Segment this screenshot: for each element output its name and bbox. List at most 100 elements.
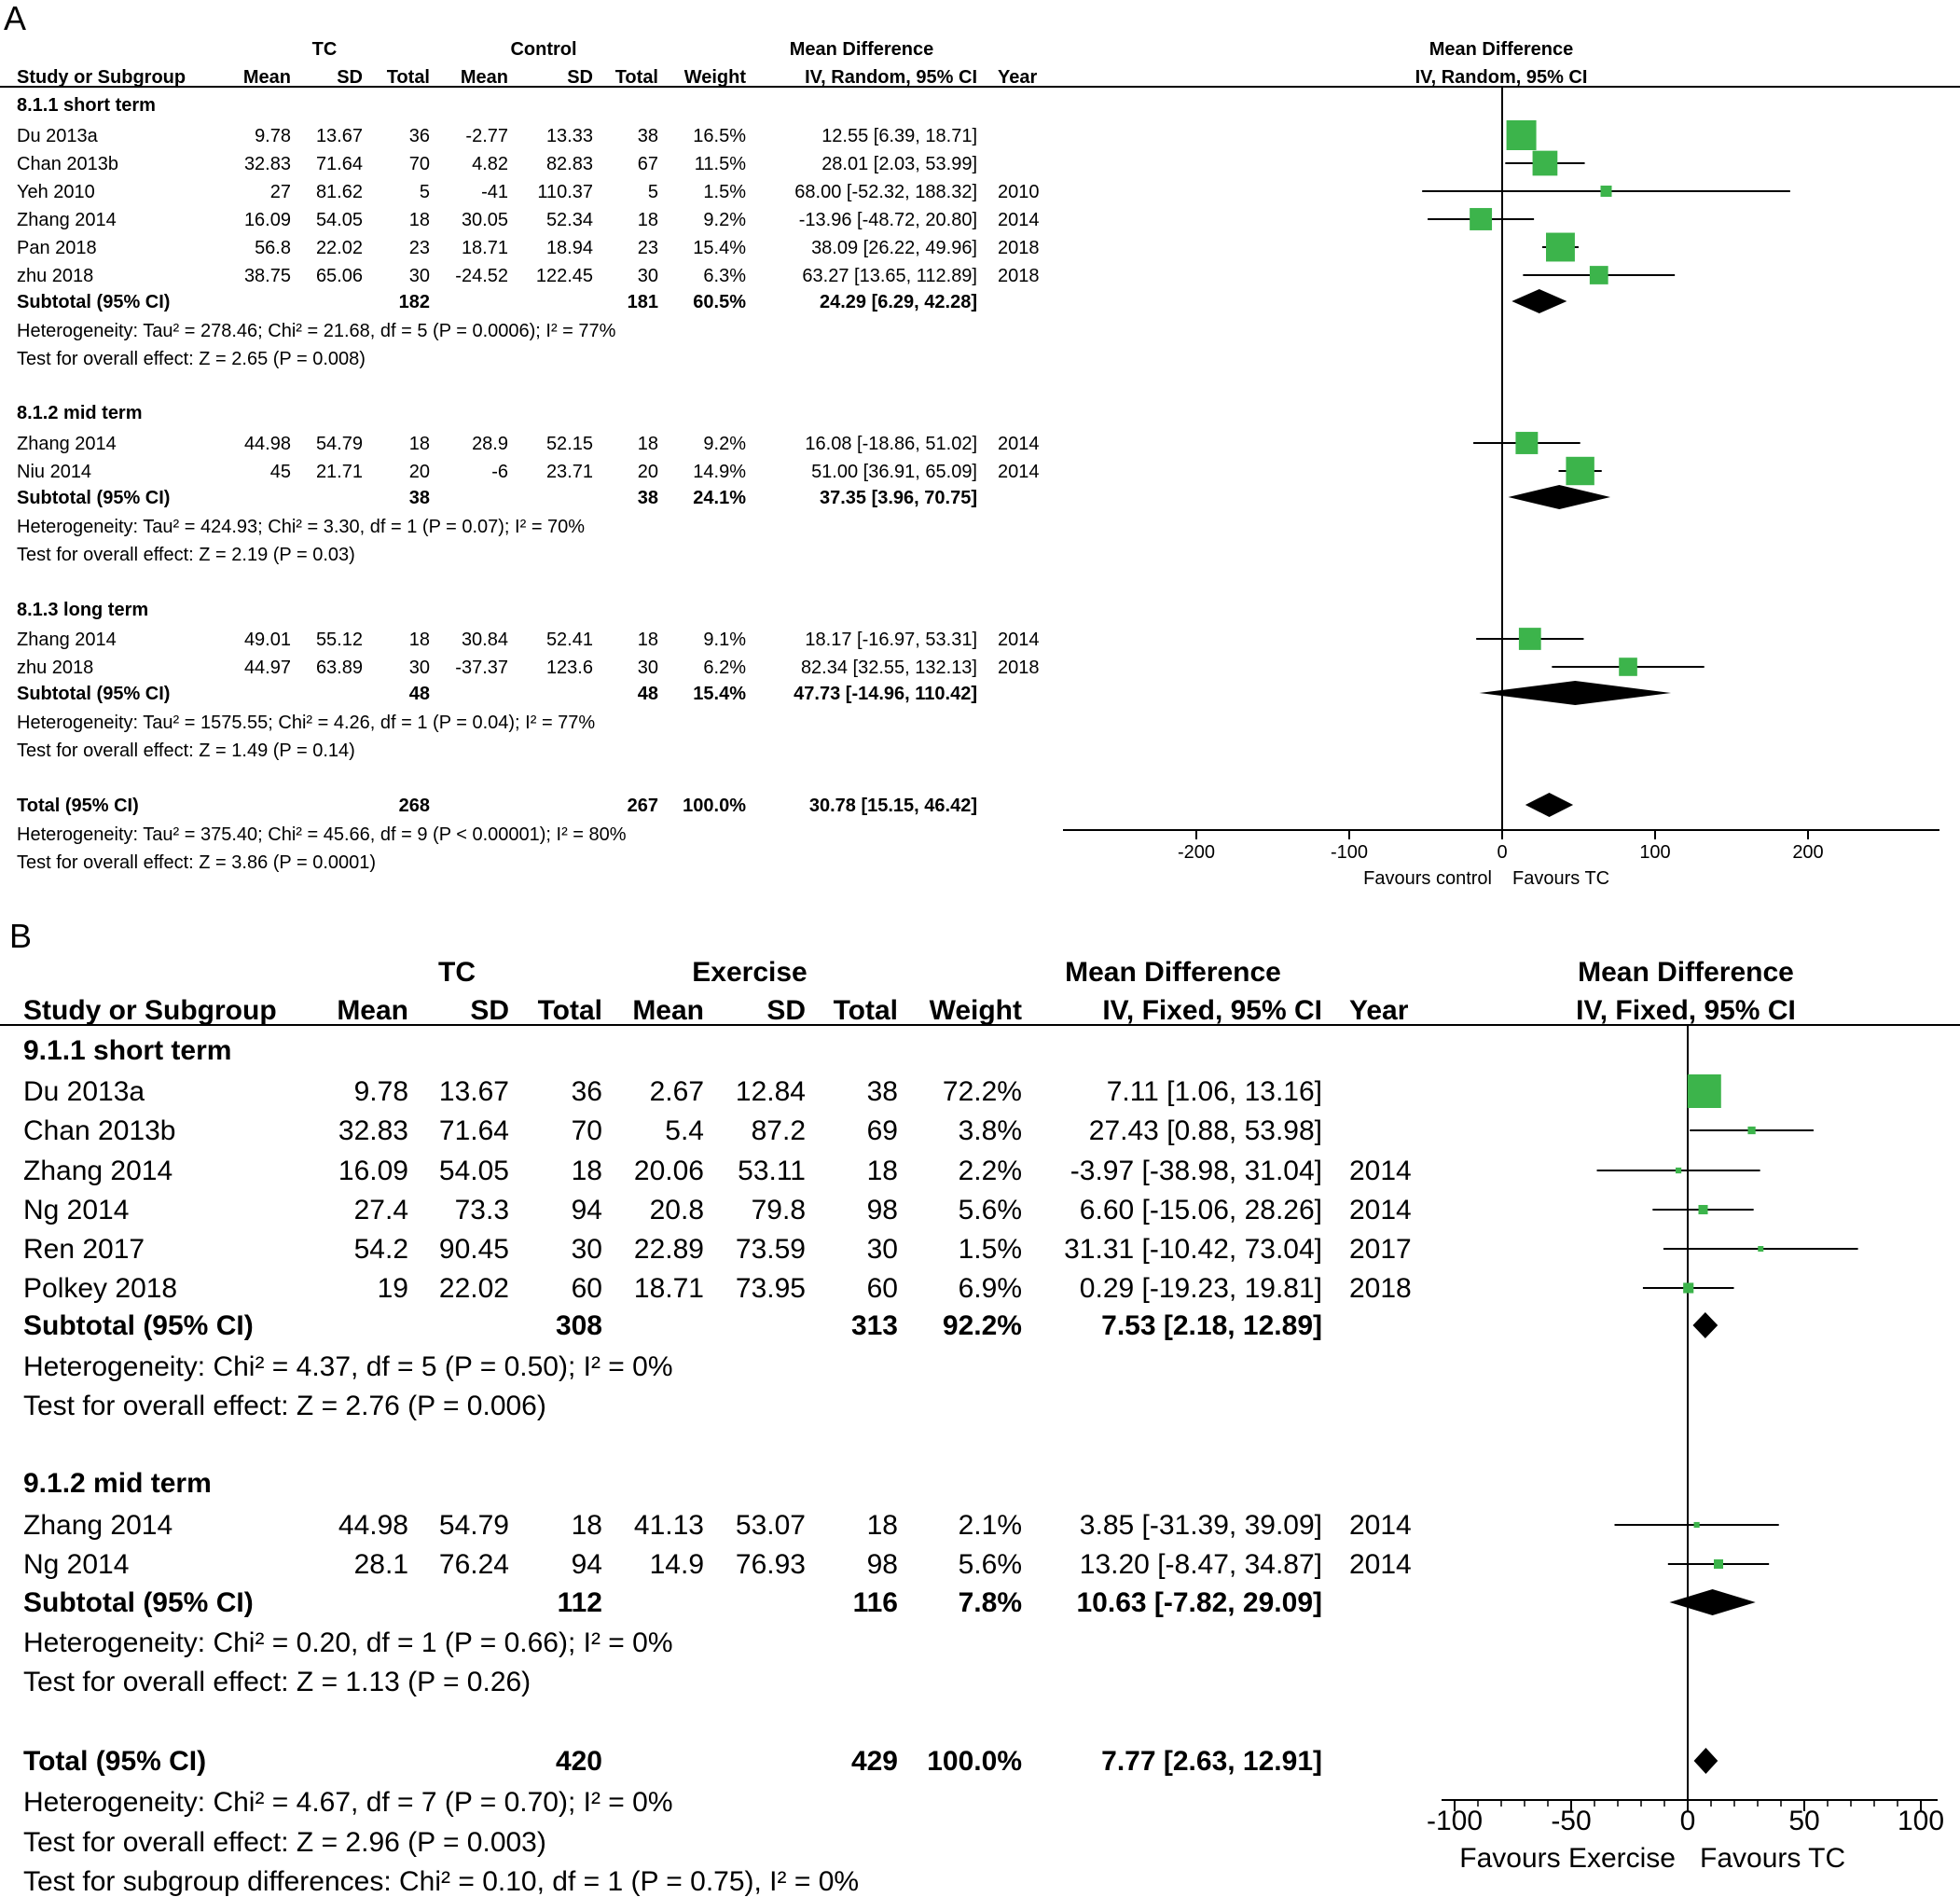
table-cell: 63.27 [13.65, 112.89] bbox=[802, 266, 977, 286]
panel-b: B TC Exercise Mean Difference Mean Differenc… bbox=[0, 917, 1960, 1897]
table-cell: 5.6% bbox=[959, 1549, 1022, 1580]
x-tick-label: 50 bbox=[1788, 1806, 1819, 1836]
study-row: Zhang 2014 16.09 54.05 18 30.05 52.34 18 9.2% -1… bbox=[17, 208, 1535, 230]
table-cell: 16.09 bbox=[244, 210, 291, 230]
table-cell: 24.1% bbox=[693, 488, 746, 508]
study-row: Du 2013a 9.78 13.67 36 -2.77 13.33 38 16.5% 12.5… bbox=[17, 120, 1537, 150]
table-cell: 5.6% bbox=[959, 1195, 1022, 1225]
table-cell: 116 bbox=[853, 1587, 898, 1618]
total-row: Total (95% CI) 268 267 100.0% 30.78 [15.15, … bbox=[17, 793, 1574, 817]
row-label: Chan 2013b bbox=[23, 1115, 175, 1146]
subgroup-heading: 9.1.1 short term bbox=[23, 1035, 231, 1066]
heading-row: 8.1.2 mid term bbox=[17, 403, 143, 423]
table-cell: 30 bbox=[638, 266, 658, 286]
table-cell: 313 bbox=[851, 1310, 898, 1341]
table-cell: 82.83 bbox=[546, 154, 593, 174]
table-cell: 2014 bbox=[1349, 1510, 1412, 1541]
table-cell: 36 bbox=[409, 126, 430, 146]
subgroup-heading: 8.1.2 mid term bbox=[17, 403, 143, 423]
table-cell: 2014 bbox=[998, 210, 1040, 230]
note-row: Test for overall effect: Z = 2.96 (P = 0… bbox=[23, 1827, 546, 1858]
table-cell: 268 bbox=[399, 796, 430, 816]
study-row: Ng 2014 28.1 76.24 94 14.9 76.93 98 5.6% 13.20 [… bbox=[23, 1549, 1770, 1580]
table-cell: 9.2% bbox=[703, 210, 746, 230]
table-cell: 94 bbox=[572, 1195, 602, 1225]
table-cell: -41 bbox=[481, 182, 508, 202]
note-row: Heterogeneity: Tau² = 375.40; Chi² = 45.… bbox=[17, 824, 627, 845]
subtotal-row: Subtotal (95% CI) 112 116 7.8% 10.63 [-7.82,… bbox=[23, 1587, 1756, 1618]
table-cell: 60 bbox=[867, 1273, 898, 1304]
study-row: Chan 2013b 32.83 71.64 70 4.82 82.83 67 11.5% 28… bbox=[17, 150, 1585, 176]
table-cell: 9.78 bbox=[255, 126, 291, 146]
column-header: Weight bbox=[684, 67, 747, 88]
pooled-diamond bbox=[1669, 1589, 1756, 1615]
table-cell: 9.1% bbox=[703, 630, 746, 650]
table-cell: 22.89 bbox=[634, 1234, 704, 1265]
note-row: Test for overall effect: Z = 1.49 (P = 0… bbox=[17, 741, 355, 761]
column-header: Weight bbox=[930, 995, 1022, 1026]
study-row: Ng 2014 27.4 73.3 94 20.8 79.8 98 5.6% 6.60 [-15… bbox=[23, 1195, 1754, 1225]
effect-marker bbox=[1532, 150, 1558, 176]
pooled-diamond bbox=[1479, 681, 1672, 705]
note-row: Heterogeneity: Tau² = 1575.55; Chi² = 4.… bbox=[17, 713, 595, 733]
x-tick-label: -50 bbox=[1551, 1806, 1591, 1836]
table-cell: 68.00 [-52.32, 188.32] bbox=[794, 182, 977, 202]
plot-header: Mean Difference bbox=[1429, 39, 1574, 60]
study-row: Zhang 2014 44.98 54.79 18 28.9 52.15 18 9.2% 16.… bbox=[17, 432, 1580, 454]
effect-marker bbox=[1566, 456, 1594, 486]
effect-marker bbox=[1693, 1521, 1700, 1529]
table-cell: 2010 bbox=[998, 182, 1040, 202]
table-cell: 3.85 [-31.39, 39.09] bbox=[1080, 1510, 1322, 1541]
column-header: IV, Random, 95% CI bbox=[805, 67, 977, 88]
table-cell: 5 bbox=[648, 182, 658, 202]
effect-header: Mean Difference bbox=[790, 39, 934, 60]
table-cell: -13.96 [-48.72, 20.80] bbox=[799, 210, 977, 230]
subtotal-row: Subtotal (95% CI) 308 313 92.2% 7.53 [2.18, … bbox=[23, 1310, 1718, 1341]
effect-marker bbox=[1758, 1246, 1764, 1252]
effect-marker bbox=[1619, 658, 1637, 676]
table-cell: 20 bbox=[638, 462, 658, 482]
table-cell: 18.71 bbox=[462, 238, 508, 258]
favours-left-label: Favours Exercise bbox=[1459, 1843, 1676, 1874]
table-cell: 1.5% bbox=[959, 1234, 1022, 1265]
statistics-note: Heterogeneity: Tau² = 278.46; Chi² = 21.… bbox=[17, 321, 616, 341]
table-cell: 9.2% bbox=[703, 434, 746, 454]
table-cell: 72.2% bbox=[943, 1076, 1022, 1107]
table-cell: 18 bbox=[409, 434, 430, 454]
table-cell: 23.71 bbox=[546, 462, 593, 482]
pooled-diamond bbox=[1693, 1748, 1718, 1774]
study-row: Chan 2013b 32.83 71.64 70 5.4 87.2 69 3.8% 27.43… bbox=[23, 1115, 1814, 1146]
table-cell: 5.4 bbox=[665, 1115, 704, 1146]
effect-marker bbox=[1515, 432, 1539, 454]
table-cell: 22.02 bbox=[439, 1273, 509, 1304]
effect-marker bbox=[1546, 232, 1575, 262]
table-cell: -37.37 bbox=[455, 658, 508, 678]
table-cell: 52.41 bbox=[546, 630, 593, 650]
column-header: Total bbox=[834, 995, 898, 1026]
table-cell: 18 bbox=[409, 210, 430, 230]
table-cell: 76.93 bbox=[736, 1549, 806, 1580]
table-cell: 1.5% bbox=[703, 182, 746, 202]
table-cell: 13.33 bbox=[546, 126, 593, 146]
group2-header: Control bbox=[510, 39, 576, 60]
study-row: Zhang 2014 49.01 55.12 18 30.84 52.41 18 9.1% 18… bbox=[17, 628, 1584, 650]
table-cell: 7.77 [2.63, 12.91] bbox=[1101, 1746, 1322, 1777]
table-cell: 23 bbox=[409, 238, 430, 258]
table-cell: 18.71 bbox=[634, 1273, 704, 1304]
note-row: Test for overall effect: Z = 3.86 (P = 0… bbox=[17, 852, 376, 873]
table-cell: 73.3 bbox=[455, 1195, 509, 1225]
row-label: Zhang 2014 bbox=[23, 1510, 173, 1541]
table-cell: 94 bbox=[572, 1549, 602, 1580]
table-cell: 3.8% bbox=[959, 1115, 1022, 1146]
table-cell: 44.97 bbox=[244, 658, 291, 678]
table-cell: 30 bbox=[409, 658, 430, 678]
study-row: Pan 2018 56.8 22.02 23 18.71 18.94 23 15.4% 38.0… bbox=[17, 232, 1579, 262]
table-cell: 47.73 [-14.96, 110.42] bbox=[794, 684, 977, 704]
note-row: Test for overall effect: Z = 2.76 (P = 0… bbox=[23, 1391, 546, 1421]
panel-a: A TC Control Mean Difference Mean Difference… bbox=[0, 0, 1960, 889]
table-cell: 54.79 bbox=[439, 1510, 509, 1541]
table-cell: 2018 bbox=[998, 266, 1040, 286]
table-cell: 51.00 [36.91, 65.09] bbox=[811, 462, 977, 482]
table-cell: 71.64 bbox=[316, 154, 363, 174]
table-cell: 6.3% bbox=[703, 266, 746, 286]
